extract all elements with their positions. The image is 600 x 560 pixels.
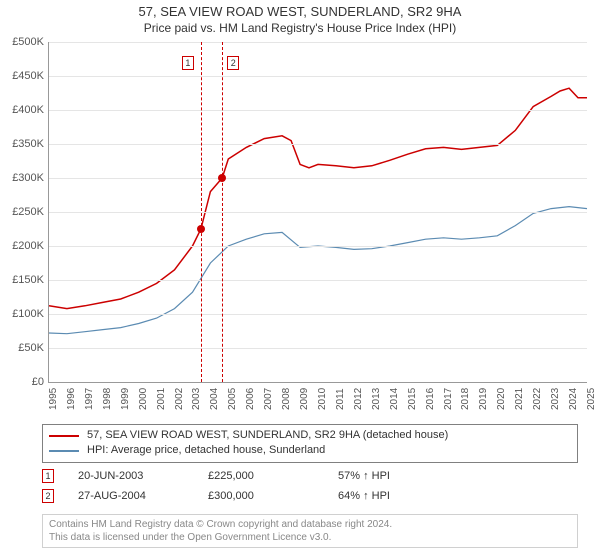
sale-price: £225,000	[208, 470, 338, 482]
price-chart: £0£50K£100K£150K£200K£250K£300K£350K£400…	[48, 42, 586, 382]
x-tick-label: 2010	[317, 388, 328, 410]
x-tick-label: 2013	[371, 388, 382, 410]
legend-swatch	[49, 450, 79, 452]
sale-price: £300,000	[208, 490, 338, 502]
x-tick-label: 2017	[443, 388, 454, 410]
footnote-line1: Contains HM Land Registry data © Crown c…	[49, 518, 571, 531]
sale-hpi: 64% ↑ HPI	[338, 490, 468, 502]
x-tick-label: 2012	[353, 388, 364, 410]
y-tick-label: £300K	[4, 172, 44, 184]
series-line	[49, 89, 587, 309]
x-tick-label: 2020	[496, 388, 507, 410]
marker-vline	[201, 42, 202, 382]
legend-label: HPI: Average price, detached house, Sund…	[87, 443, 325, 458]
x-tick-label: 1999	[120, 388, 131, 410]
sale-marker-dot	[218, 174, 226, 182]
x-tick-label: 2004	[209, 388, 220, 410]
x-tick-label: 1997	[84, 388, 95, 410]
plot-area	[48, 42, 587, 383]
x-tick-label: 2025	[586, 388, 597, 410]
x-tick-label: 2023	[550, 388, 561, 410]
legend-item: 57, SEA VIEW ROAD WEST, SUNDERLAND, SR2 …	[49, 428, 571, 443]
y-tick-label: £100K	[4, 308, 44, 320]
legend-label: 57, SEA VIEW ROAD WEST, SUNDERLAND, SR2 …	[87, 428, 448, 443]
y-tick-label: £0	[4, 376, 44, 388]
sale-date: 27-AUG-2004	[78, 490, 208, 502]
x-tick-label: 2018	[460, 388, 471, 410]
y-tick-label: £250K	[4, 206, 44, 218]
x-tick-label: 2011	[335, 388, 346, 410]
x-tick-label: 1995	[48, 388, 59, 410]
x-tick-label: 2016	[425, 388, 436, 410]
x-tick-label: 2005	[227, 388, 238, 410]
x-tick-label: 2003	[191, 388, 202, 410]
y-tick-label: £200K	[4, 240, 44, 252]
x-tick-label: 2015	[407, 388, 418, 410]
legend-item: HPI: Average price, detached house, Sund…	[49, 443, 571, 458]
x-tick-label: 2002	[174, 388, 185, 410]
y-tick-label: £50K	[4, 342, 44, 354]
x-tick-label: 1998	[102, 388, 113, 410]
x-tick-label: 2000	[138, 388, 149, 410]
x-tick-label: 2006	[245, 388, 256, 410]
legend-swatch	[49, 435, 79, 437]
sale-marker-dot	[197, 225, 205, 233]
sale-number-box: 2	[42, 489, 54, 503]
x-tick-label: 2014	[389, 388, 400, 410]
footnote-line2: This data is licensed under the Open Gov…	[49, 531, 571, 544]
y-tick-label: £450K	[4, 70, 44, 82]
x-tick-label: 2001	[156, 388, 167, 410]
x-tick-label: 2019	[478, 388, 489, 410]
sale-date: 20-JUN-2003	[78, 470, 208, 482]
sale-hpi: 57% ↑ HPI	[338, 470, 468, 482]
x-tick-label: 2024	[568, 388, 579, 410]
x-axis-labels: 1995 1996 1997 1998 1999 2000 2001 2002 2003 2004…	[48, 384, 586, 414]
legend: 57, SEA VIEW ROAD WEST, SUNDERLAND, SR2 …	[42, 424, 578, 463]
page-subtitle: Price paid vs. HM Land Registry's House …	[0, 21, 600, 37]
x-tick-label: 2008	[281, 388, 292, 410]
x-tick-label: 2009	[299, 388, 310, 410]
marker-vline	[222, 42, 223, 382]
sale-marker-label: 2	[227, 56, 239, 70]
y-tick-label: £400K	[4, 104, 44, 116]
x-tick-label: 2007	[263, 388, 274, 410]
y-tick-label: £500K	[4, 36, 44, 48]
x-tick-label: 1996	[66, 388, 77, 410]
sale-number-box: 1	[42, 469, 54, 483]
sale-row: 2 27-AUG-2004£300,00064% ↑ HPI	[42, 486, 468, 506]
page-title: 57, SEA VIEW ROAD WEST, SUNDERLAND, SR2 …	[0, 4, 600, 21]
footnote: Contains HM Land Registry data © Crown c…	[42, 514, 578, 548]
sale-row: 1 20-JUN-2003£225,00057% ↑ HPI	[42, 466, 468, 486]
x-tick-label: 2022	[532, 388, 543, 410]
x-tick-label: 2021	[514, 388, 525, 410]
sale-marker-label: 1	[182, 56, 194, 70]
y-tick-label: £150K	[4, 274, 44, 286]
sales-table: 1 20-JUN-2003£225,00057% ↑ HPI 2 27-AUG-200…	[42, 466, 468, 506]
y-tick-label: £350K	[4, 138, 44, 150]
